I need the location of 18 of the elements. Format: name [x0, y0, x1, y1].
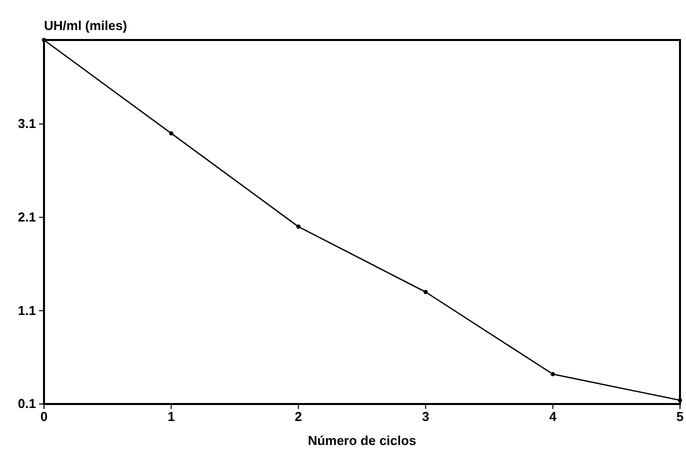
point: [423, 290, 428, 294]
point: [296, 224, 301, 229]
y-tick-label: 0.1: [18, 396, 36, 412]
x-axis-title: Número de ciclos: [308, 433, 416, 448]
point: [550, 372, 555, 376]
point: [169, 131, 174, 136]
point: [42, 38, 46, 42]
x-tick-label: 5: [676, 409, 684, 424]
x-tick-label: 2: [294, 409, 302, 424]
x-tick-label: 0: [40, 409, 48, 424]
y-tick-label: 3.1: [18, 116, 36, 132]
x-tick-label: 3: [422, 409, 430, 424]
y-tick-label: 1.1: [18, 302, 36, 318]
x-tick-label: 1: [168, 409, 175, 424]
y-axis-title: UH/ml (miles): [44, 18, 128, 33]
y-tick-label: 2.1: [18, 209, 36, 224]
point: [678, 398, 682, 402]
x-tick-label: 4: [549, 409, 558, 424]
